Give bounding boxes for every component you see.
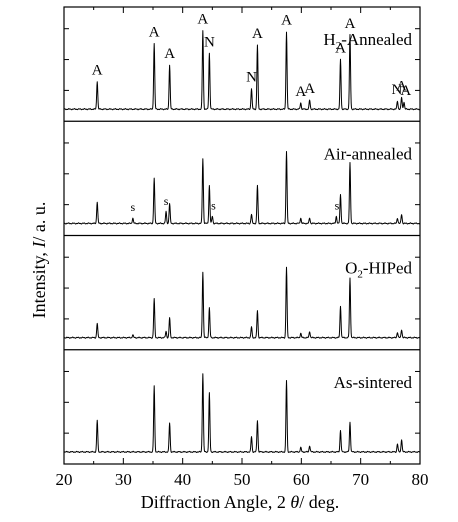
axes-group <box>63 6 421 465</box>
x-tick-label: 20 <box>56 470 73 489</box>
peak-annotation: A <box>400 83 411 99</box>
x-tick-labels: 20 30 40 50 60 70 80 <box>56 470 429 489</box>
peak-annotation: N <box>246 69 257 85</box>
peak-annotation: s <box>164 194 169 208</box>
peak-annotation: A <box>149 24 160 40</box>
sample-label: As-sintered <box>334 373 413 392</box>
panel-3: O2-HIPed <box>63 256 421 339</box>
x-tick-label: 30 <box>115 470 132 489</box>
peak-annotation: A <box>197 12 208 28</box>
x-tick-label: 60 <box>293 470 310 489</box>
x-tick-label: 50 <box>234 470 251 489</box>
peak-annotation: A <box>396 79 407 95</box>
panel-4: As-sintered <box>63 370 421 454</box>
xrd-pattern-4 <box>63 373 421 454</box>
x-tick-label: 70 <box>352 470 369 489</box>
x-axis-label: Diffraction Angle, 2 θ/ deg. <box>141 492 339 512</box>
sample-label: Air-annealed <box>324 144 413 163</box>
peak-annotation: s <box>130 200 135 214</box>
peak-annotation: A <box>345 16 356 32</box>
panel-2: s s s s Air-annealed <box>63 142 421 225</box>
peak-annotation: s <box>211 198 216 212</box>
x-tick-label: 40 <box>174 470 191 489</box>
peak-annotation: A <box>295 84 306 100</box>
xrd-pattern-2 <box>63 151 421 225</box>
sample-label: O2-HIPed <box>345 259 412 281</box>
x-tick-label: 80 <box>412 470 429 489</box>
peak-annotation: A <box>281 13 292 29</box>
peak-annotation: A <box>304 81 315 97</box>
xrd-pattern-3 <box>63 266 421 339</box>
xrd-pattern-1 <box>63 30 421 111</box>
peak-annotation: A <box>92 62 103 78</box>
peak-annotation: A <box>164 46 175 62</box>
peak-annotation: s <box>335 198 340 212</box>
y-axis-label: Intensity, I/ a. u. <box>29 202 49 319</box>
peak-annotation: A <box>335 41 346 57</box>
sample-label: H2-Annealed <box>323 30 412 52</box>
peak-annotation: A <box>252 26 263 42</box>
peak-annotation: N <box>391 82 402 98</box>
peak-annotation: N <box>204 34 215 50</box>
